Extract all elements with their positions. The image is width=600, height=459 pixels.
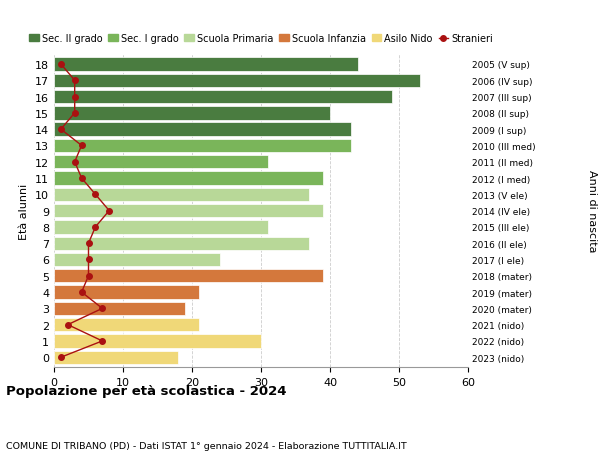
Bar bbox=[54, 351, 178, 364]
Bar bbox=[54, 286, 199, 299]
Bar bbox=[54, 302, 185, 315]
Bar bbox=[54, 91, 392, 104]
Bar bbox=[54, 107, 330, 120]
Bar bbox=[54, 123, 350, 136]
Y-axis label: Età alunni: Età alunni bbox=[19, 183, 29, 239]
Bar bbox=[54, 188, 310, 202]
Text: COMUNE DI TRIBANO (PD) - Dati ISTAT 1° gennaio 2024 - Elaborazione TUTTITALIA.IT: COMUNE DI TRIBANO (PD) - Dati ISTAT 1° g… bbox=[6, 441, 407, 450]
Text: Anni di nascita: Anni di nascita bbox=[587, 170, 597, 252]
Text: Popolazione per età scolastica - 2024: Popolazione per età scolastica - 2024 bbox=[6, 384, 287, 397]
Bar bbox=[54, 74, 420, 88]
Bar bbox=[54, 204, 323, 218]
Bar bbox=[54, 269, 323, 283]
Bar bbox=[54, 253, 220, 267]
Bar bbox=[54, 140, 350, 153]
Bar bbox=[54, 237, 310, 250]
Legend: Sec. II grado, Sec. I grado, Scuola Primaria, Scuola Infanzia, Asilo Nido, Stran: Sec. II grado, Sec. I grado, Scuola Prim… bbox=[29, 34, 493, 44]
Bar bbox=[54, 172, 323, 185]
Bar bbox=[54, 335, 261, 348]
Bar bbox=[54, 221, 268, 234]
Bar bbox=[54, 58, 358, 72]
Bar bbox=[54, 156, 268, 169]
Bar bbox=[54, 318, 199, 331]
